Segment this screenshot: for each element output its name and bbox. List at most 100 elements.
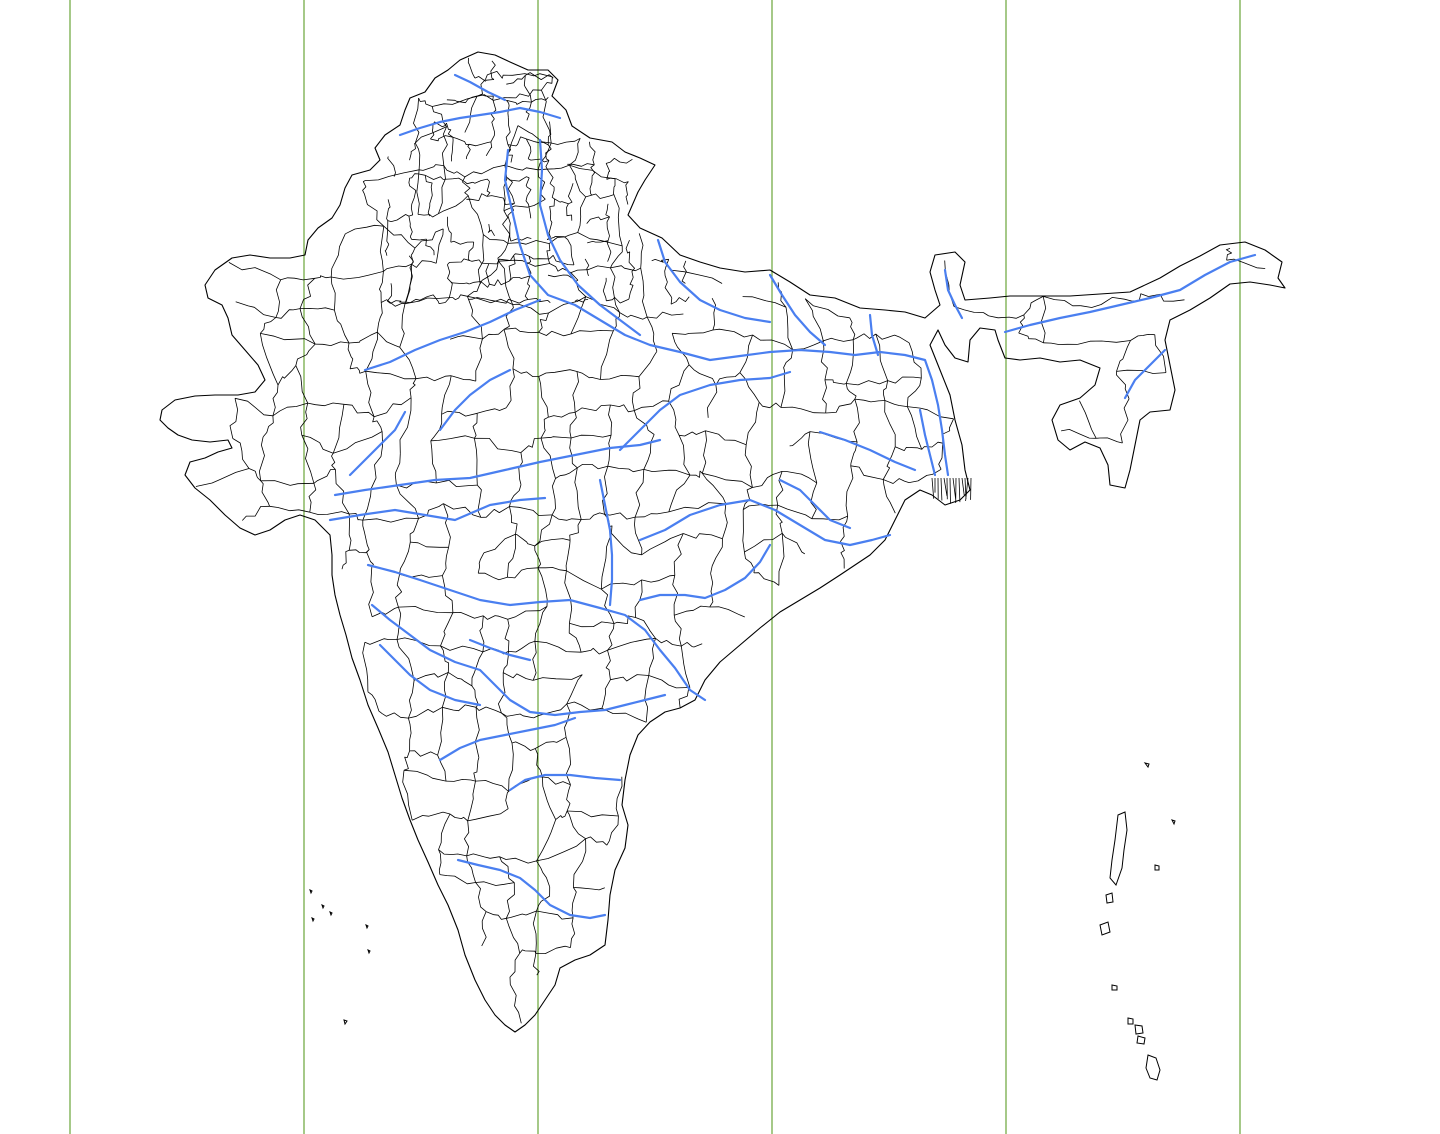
river-tungabhadra [438, 716, 577, 762]
district-boundary [528, 158, 550, 163]
district-boundary [789, 431, 811, 447]
district-boundary [1043, 342, 1078, 345]
district-boundary [365, 371, 375, 417]
district-boundary [781, 533, 806, 555]
district-boundary [628, 277, 634, 300]
district-boundary [467, 781, 476, 822]
district-boundary [532, 674, 583, 681]
district-boundary [499, 856, 515, 883]
district-boundary [589, 141, 596, 165]
district-boundary [938, 443, 944, 470]
district-boundary [402, 770, 413, 821]
district-boundary [435, 228, 444, 264]
district-boundary [439, 874, 476, 885]
district-boundary [498, 259, 550, 267]
district-boundary [715, 372, 741, 386]
district-boundary [672, 575, 678, 616]
district-boundary [440, 645, 449, 673]
district-boundary [683, 533, 723, 540]
district-boundary [395, 574, 402, 608]
district-boundary [570, 330, 614, 335]
district-boundary [606, 297, 630, 304]
river-network [328, 73, 1257, 920]
lakshadweep-islet [343, 1019, 348, 1026]
district-boundary [570, 434, 612, 439]
lakshadweep-islet [311, 917, 315, 923]
district-boundary [442, 547, 449, 576]
district-boundary [507, 215, 512, 242]
district-boundary [538, 567, 567, 572]
district-boundary [490, 118, 495, 143]
district-boundary [610, 267, 621, 313]
district-boundary [1043, 296, 1081, 307]
district-boundary [440, 645, 484, 653]
district-boundary [501, 712, 513, 744]
district-boundary [640, 268, 648, 318]
district-boundary [574, 467, 582, 520]
district-boundary [820, 340, 828, 380]
district-boundary [396, 484, 419, 519]
district-boundary [475, 882, 487, 912]
district-boundary [525, 177, 532, 197]
district-boundary [538, 376, 549, 418]
district-boundary [234, 397, 273, 417]
district-boundary [566, 810, 586, 840]
district-boundary [722, 503, 728, 539]
district-boundary [600, 533, 612, 590]
district-boundary [437, 707, 444, 756]
district-boundary [505, 791, 509, 809]
district-boundary [538, 164, 570, 171]
district-boundary [638, 351, 658, 377]
district-boundary [601, 579, 642, 590]
district-boundary [824, 379, 847, 385]
district-boundary [610, 265, 641, 272]
district-boundary [569, 138, 581, 166]
district-boundary [606, 815, 619, 846]
sundarbans-delta [931, 477, 972, 504]
district-boundary [374, 431, 383, 478]
district-boundary [295, 343, 316, 366]
district-boundary [631, 376, 641, 411]
district-boundary [330, 233, 346, 278]
district-boundary [604, 512, 636, 520]
river-tapi [328, 496, 547, 522]
district-boundary [607, 465, 644, 473]
district-boundary [641, 533, 684, 556]
district-boundary [709, 606, 745, 618]
district-boundary [410, 541, 449, 548]
district-boundary [548, 232, 578, 244]
district-boundary [387, 283, 393, 304]
district-boundary [536, 860, 551, 888]
district-boundary [503, 304, 514, 330]
nicobar-islet [1134, 1024, 1144, 1035]
district-boundary [804, 298, 850, 319]
district-boundary [646, 316, 658, 352]
district-boundary [565, 737, 571, 785]
district-boundary [447, 216, 452, 243]
district-boundary [1018, 332, 1044, 344]
district-boundary [509, 506, 518, 535]
district-boundary [689, 470, 703, 478]
district-boundary [313, 469, 336, 484]
district-boundary [807, 431, 818, 484]
district-boundary [475, 780, 509, 792]
district-boundary [471, 651, 484, 686]
district-boundary [452, 294, 468, 301]
district-boundary [345, 224, 384, 235]
district-boundary [417, 213, 439, 218]
district-boundary [315, 341, 350, 346]
district-boundary [362, 520, 370, 550]
district-boundary [451, 137, 454, 162]
district-boundary [229, 398, 238, 439]
district-boundary [567, 239, 575, 266]
district-boundary [566, 784, 571, 812]
district-boundary [399, 542, 411, 575]
district-boundary [573, 838, 587, 888]
district-boundary [467, 296, 483, 340]
district-boundary [299, 308, 316, 345]
district-boundary [547, 121, 552, 145]
district-boundary [485, 141, 493, 157]
district-boundary [474, 437, 521, 453]
district-boundary [606, 177, 629, 184]
